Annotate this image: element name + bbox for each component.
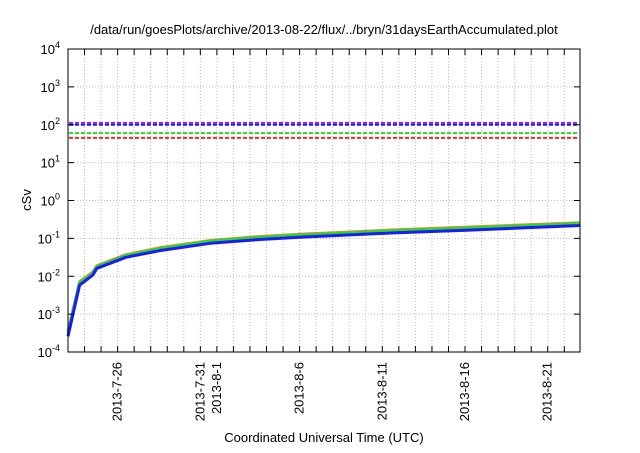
y-tick-label: 10-2 (38, 267, 60, 284)
y-tick-base: 10 (38, 307, 52, 322)
y-tick-exponent: 4 (55, 40, 60, 50)
y-tick-base: 10 (38, 269, 52, 284)
y-tick-exponent: 0 (55, 192, 60, 202)
y-tick-base: 10 (38, 345, 52, 360)
threshold-lines (69, 121, 579, 139)
y-tick-base: 10 (41, 80, 55, 95)
series-line (66, 221, 581, 332)
y-tick-label: 10-1 (38, 229, 60, 246)
chart-title: /data/run/goesPlots/archive/2013-08-22/f… (90, 22, 558, 37)
y-tick-label: 101 (41, 154, 60, 171)
y-tick-exponent: -3 (52, 305, 60, 315)
y-tick-exponent: -2 (52, 267, 60, 277)
y-tick-base: 10 (41, 194, 55, 209)
y-tick-exponent: -4 (52, 343, 60, 353)
y-tick-label: 104 (41, 40, 60, 57)
y-tick-exponent: -1 (52, 229, 60, 239)
y-axis-label: cSv (19, 189, 34, 211)
y-tick-base: 10 (38, 231, 52, 246)
series-lines (66, 221, 581, 337)
y-tick-exponent: 1 (55, 154, 60, 164)
axis-ticks (68, 48, 580, 353)
series-line (66, 222, 581, 334)
y-tick-label: 100 (41, 192, 60, 209)
x-axis-label: Coordinated Universal Time (UTC) (224, 430, 423, 445)
x-tick-label: 2013-7-26 (110, 362, 125, 421)
x-tick-label: 2013-8-16 (457, 362, 472, 421)
x-tick-label: 2013-8-6 (292, 362, 307, 414)
x-tick-label: 2013-8-1 (209, 362, 224, 414)
y-tick-exponent: 2 (55, 116, 60, 126)
y-tick-label: 103 (41, 78, 60, 95)
y-tick-base: 10 (41, 118, 55, 133)
y-tick-label: 102 (41, 116, 60, 133)
x-tick-label: 2013-7-31 (192, 362, 207, 421)
y-tick-base: 10 (41, 156, 55, 171)
y-tick-base: 10 (41, 42, 55, 57)
y-tick-label: 10-4 (38, 343, 60, 360)
grid (68, 49, 580, 352)
y-tick-exponent: 3 (55, 78, 60, 88)
series-line (66, 224, 581, 337)
x-tick-labels: 2013-7-26 2013-7-31 2013-8-1 2013-8-6 2013-8… (110, 362, 555, 421)
y-tick-label: 10-3 (38, 305, 60, 322)
x-tick-label: 2013-8-21 (540, 362, 555, 421)
x-tick-label: 2013-8-11 (374, 362, 389, 420)
